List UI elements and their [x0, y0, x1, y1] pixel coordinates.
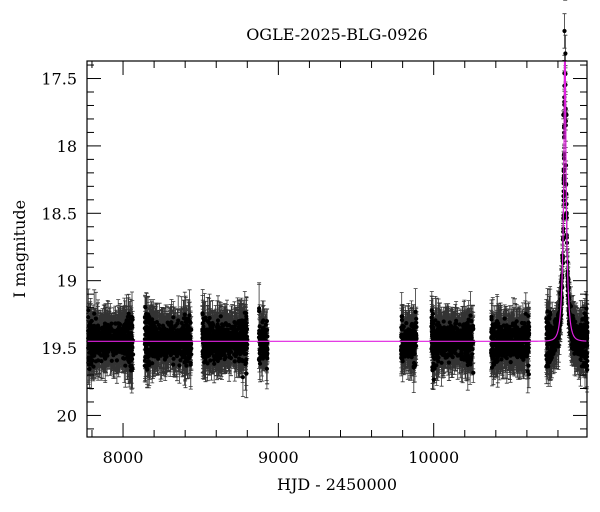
y-axis-label: I magnitude — [10, 200, 29, 298]
x-tick-labels: 8000 9000 10000 — [103, 448, 459, 467]
svg-text:10000: 10000 — [408, 448, 459, 467]
svg-text:9000: 9000 — [258, 448, 299, 467]
svg-text:19: 19 — [57, 272, 77, 291]
plot-frame — [86, 60, 588, 438]
data-points — [86, 0, 590, 399]
x-axis-ticks — [91, 61, 559, 437]
svg-text:18.5: 18.5 — [41, 204, 77, 223]
svg-text:19.5: 19.5 — [41, 339, 77, 358]
chart-title: OGLE-2025-BLG-0926 — [246, 25, 428, 44]
x-axis-label: HJD - 2450000 — [277, 475, 397, 494]
svg-text:20: 20 — [57, 406, 77, 425]
svg-text:18: 18 — [57, 137, 77, 156]
model-curve — [87, 60, 588, 342]
svg-text:17.5: 17.5 — [41, 70, 77, 89]
plot-area — [86, 0, 590, 438]
svg-text:8000: 8000 — [103, 448, 144, 467]
y-tick-labels: 17.5 18 18.5 19 19.5 20 — [41, 70, 77, 426]
y-axis-ticks — [87, 64, 587, 430]
